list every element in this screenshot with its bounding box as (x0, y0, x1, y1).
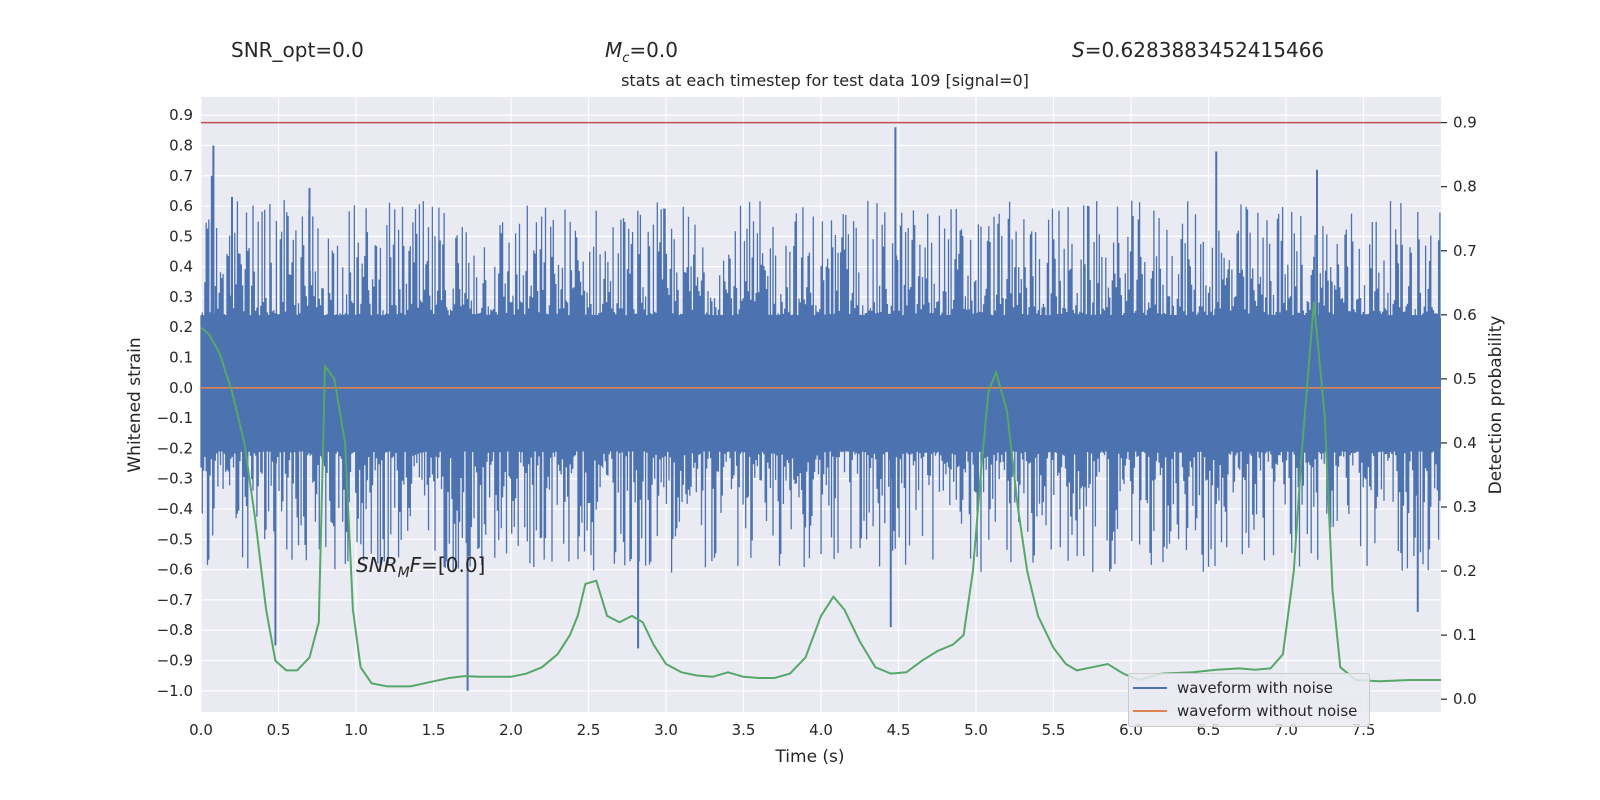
y-right-tick-label: 0.4 (1453, 434, 1477, 452)
y-left-tick-label: −0.2 (157, 439, 193, 457)
y-left-tick-label: −0.3 (157, 470, 193, 488)
noise-waveform-spikes (210, 127, 1419, 691)
x-tick-label: 5.0 (964, 721, 988, 739)
y-left-tick-label: 0.2 (169, 318, 193, 336)
y-left-tick-label: 0.7 (169, 167, 193, 185)
legend-item-noise: waveform with noise (1133, 678, 1333, 698)
y-right-tick-label: 0.2 (1453, 562, 1477, 580)
chirp-mass-symbol: M (605, 38, 623, 62)
y-left-tick-label: 0.1 (169, 349, 193, 367)
y-left-tick-label: 0.6 (169, 197, 193, 215)
y-left-tick-label: 0.9 (169, 106, 193, 124)
y-right-tick-label: 0.8 (1453, 178, 1477, 196)
y-right-tick-label: 0.7 (1453, 242, 1477, 260)
legend: waveform with noise waveform without noi… (1128, 673, 1370, 727)
legend-swatch-no-noise (1133, 710, 1167, 712)
chart-title: stats at each timestep for test data 109… (621, 71, 1029, 90)
y-right-axis-label: Detection probability (1486, 316, 1506, 495)
y-left-tick-label: −0.5 (157, 530, 193, 548)
s-score-label: S=0.6283883452415466 (1072, 38, 1324, 62)
noise-trace (200, 200, 1441, 573)
y-left-tick-label: 0.4 (169, 258, 193, 276)
y-left-tick-label: 0.0 (169, 379, 193, 397)
y-left-tick-label: 0.8 (169, 136, 193, 154)
x-axis-label: Time (s) (774, 747, 844, 767)
x-tick-label: 2.0 (499, 721, 523, 739)
y-right-tick-label: 0.1 (1453, 626, 1477, 644)
legend-swatch-noise (1133, 687, 1167, 689)
y-right-axis-ticks: 0.9 0.8 0.7 0.6 0.5 0.4 0.3 0.2 0.1 0.0 (1441, 114, 1477, 708)
y-right-tick-label: 0.6 (1453, 306, 1477, 324)
y-left-tick-label: −0.6 (157, 561, 193, 579)
snr-mf-symbol-f: F (409, 553, 422, 577)
y-left-tick-label: −0.4 (157, 500, 193, 518)
x-tick-label: 1.0 (344, 721, 368, 739)
snr-mf-symbol: SNR (356, 553, 398, 577)
s-score-value: =0.6283883452415466 (1084, 38, 1325, 62)
x-tick-label: 3.0 (654, 721, 678, 739)
y-right-tick-label: 0.5 (1453, 370, 1477, 388)
s-score-symbol: S (1072, 38, 1085, 62)
y-left-tick-label: −1.0 (157, 682, 193, 700)
x-tick-label: 3.5 (732, 721, 756, 739)
y-left-tick-label: 0.5 (169, 227, 193, 245)
y-left-tick-label: −0.8 (157, 621, 193, 639)
x-tick-label: 0.5 (267, 721, 291, 739)
snr-mf-value: =[0.0] (421, 553, 486, 577)
chirp-mass-label: Mc=0.0 (605, 38, 678, 66)
y-right-tick-label: 0.3 (1453, 498, 1477, 516)
chirp-mass-value: =0.0 (629, 38, 678, 62)
snr-mf-annotation: SNRMF=[0.0] (356, 553, 485, 581)
detection-probability-line (200, 301, 1441, 688)
y-left-tick-label: −0.7 (157, 591, 193, 609)
x-tick-label: 5.5 (1042, 721, 1066, 739)
y-left-axis-ticks: 0.9 0.8 0.7 0.6 0.5 0.4 0.3 0.2 0.1 0.0 −0.1 −0.2 −0… (157, 106, 193, 700)
x-tick-label: 4.0 (809, 721, 833, 739)
y-left-axis-label: Whitened strain (125, 337, 145, 472)
x-tick-label: 2.5 (577, 721, 601, 739)
legend-label-noise: waveform with noise (1177, 679, 1333, 697)
y-right-tick-label: 0.0 (1453, 690, 1477, 708)
snr-mf-subscript: M (397, 565, 410, 581)
chirp-mass-subscript: c (622, 51, 630, 66)
y-right-tick-label: 0.9 (1453, 114, 1477, 132)
x-tick-label: 0.0 (189, 721, 213, 739)
noise-waveform-band (200, 200, 1441, 573)
legend-item-no-noise: waveform without noise (1133, 701, 1357, 721)
y-left-tick-label: 0.3 (169, 288, 193, 306)
legend-label-no-noise: waveform without noise (1177, 702, 1358, 720)
y-left-tick-label: −0.1 (157, 409, 193, 427)
y-left-tick-label: −0.9 (157, 651, 193, 669)
x-tick-label: 4.5 (887, 721, 911, 739)
x-tick-label: 1.5 (422, 721, 446, 739)
snr-opt-label: SNR_opt=0.0 (231, 38, 364, 62)
